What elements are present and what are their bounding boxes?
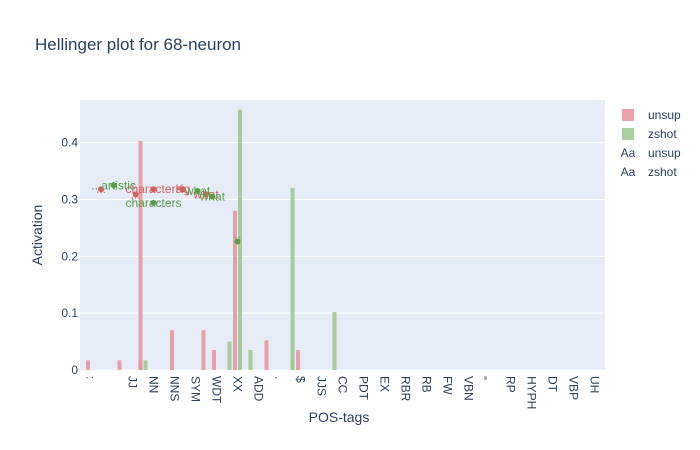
legend-label: zshot bbox=[648, 165, 677, 179]
y-tick-label: 0.1 bbox=[61, 306, 78, 320]
x-tick-label: UH bbox=[588, 376, 602, 393]
x-tick-label: ADD bbox=[252, 376, 266, 402]
y-tick-label: 0.2 bbox=[61, 249, 78, 263]
y-tick-label: 0.4 bbox=[61, 136, 78, 150]
y-axis-title: Activation bbox=[29, 205, 45, 266]
chart-title: Hellinger plot for 68-neuron bbox=[35, 35, 241, 54]
annotation-label-unsup: ... bbox=[131, 187, 141, 201]
annotation-marker-zshot bbox=[194, 187, 201, 194]
x-tick-label: RBR bbox=[399, 376, 413, 402]
annotation-label-unsup: ... bbox=[96, 182, 106, 196]
bar-zshot bbox=[290, 188, 295, 370]
bar-unsup bbox=[212, 350, 216, 370]
x-tick-label: : bbox=[84, 376, 98, 379]
bar-unsup bbox=[170, 330, 174, 370]
bar-zshot bbox=[143, 360, 148, 370]
annotation-label-zshot: characters bbox=[125, 196, 181, 210]
bar-unsup bbox=[201, 330, 206, 370]
annotation-marker-unsup bbox=[179, 186, 186, 193]
annotation-label-zshot: what bbox=[184, 184, 211, 198]
x-tick-label: DT bbox=[546, 376, 560, 393]
bar-unsup bbox=[138, 140, 143, 370]
annotation-label-zshot: `` bbox=[234, 235, 242, 249]
y-tick-labels: 0 0.1 0.2 0.3 0.4 bbox=[61, 136, 78, 377]
annotation-marker-zshot bbox=[234, 238, 241, 245]
bars bbox=[86, 109, 337, 371]
x-tick-label: VBP bbox=[567, 376, 581, 400]
y-gridlines bbox=[80, 142, 605, 371]
annotation-marker-unsup bbox=[203, 191, 209, 198]
plot-area bbox=[80, 100, 605, 370]
bar-zshot bbox=[238, 109, 242, 371]
x-tick-label: CC bbox=[336, 376, 350, 394]
x-tick-label: PDT bbox=[357, 376, 371, 401]
bar-unsup bbox=[86, 360, 90, 370]
x-tick-labels: : JJ NN NNS SYM WDT XX ADD. $ JJS CC PDT EX RBR RB FW VB… bbox=[84, 376, 602, 409]
annotation-label-unsup: Kg bbox=[176, 182, 191, 196]
x-tick-label: JJS bbox=[315, 376, 329, 396]
bar-unsup bbox=[233, 210, 237, 370]
x-tick-label: NN bbox=[147, 376, 161, 393]
legend-swatch bbox=[622, 128, 634, 140]
x-tick-label: RB bbox=[420, 376, 434, 393]
x-axis-title: POS-tags bbox=[309, 409, 370, 425]
x-tick-label: SYM bbox=[189, 376, 203, 402]
legend-glyph: Aa bbox=[621, 165, 636, 179]
x-tick-label: . bbox=[273, 376, 287, 379]
bar-zshot bbox=[332, 312, 337, 370]
bar-unsup bbox=[264, 340, 269, 370]
y-tick-label: 0.3 bbox=[61, 192, 78, 206]
annotation-label-zshot: ...artistic bbox=[91, 178, 136, 192]
annotation-marker-unsup bbox=[98, 186, 104, 193]
annotations: ... ...characters whatKg...artisticcharact… bbox=[91, 178, 241, 248]
x-tick-label: VBN bbox=[462, 376, 476, 401]
x-tick-label: WDT bbox=[210, 376, 224, 404]
x-tick-label: FW bbox=[441, 376, 455, 395]
legend-label: unsup bbox=[648, 108, 681, 122]
x-tick-label: JJ bbox=[126, 376, 140, 388]
x-tick-label: „ bbox=[483, 376, 497, 380]
annotation-label-zshot: what bbox=[199, 190, 226, 204]
annotation-marker-zshot bbox=[150, 199, 157, 206]
bar-unsup bbox=[296, 350, 300, 370]
annotation-marker-zshot bbox=[209, 193, 216, 200]
bar-zshot bbox=[248, 350, 253, 370]
x-tick-label: HYPH bbox=[525, 376, 539, 409]
bar-unsup bbox=[117, 360, 122, 370]
y-tick-label: 0 bbox=[71, 363, 78, 377]
bar-zshot bbox=[227, 341, 232, 370]
x-tick-label: RP bbox=[504, 376, 518, 393]
legend-glyph: Aa bbox=[621, 146, 636, 160]
annotation-marker-unsup bbox=[132, 191, 139, 198]
legend-label: zshot bbox=[648, 127, 677, 141]
legend-label: unsup bbox=[648, 146, 681, 160]
legend-swatch bbox=[622, 109, 634, 121]
annotation-marker-zshot bbox=[110, 182, 117, 189]
x-tick-label: NNS bbox=[168, 376, 182, 401]
x-tick-label: EX bbox=[378, 376, 392, 392]
annotation-marker-unsup bbox=[150, 186, 157, 193]
x-tick-label: XX bbox=[231, 376, 245, 392]
annotation-label-unsup: characters bbox=[125, 182, 181, 196]
x-tick-label: $ bbox=[294, 376, 308, 383]
